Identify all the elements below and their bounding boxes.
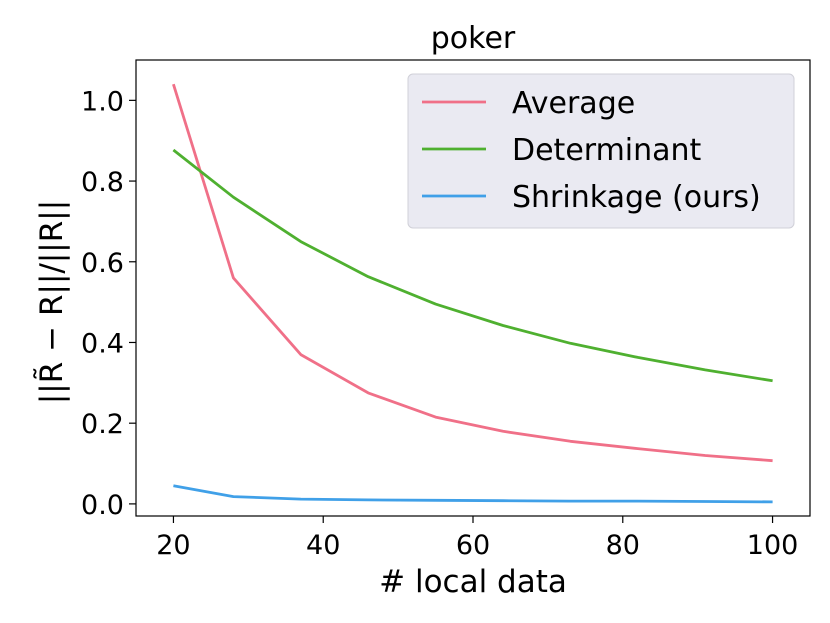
- series-line-1: [172, 148, 773, 383]
- series-line-2: [173, 484, 773, 504]
- y-tick-label: 0.8: [81, 167, 124, 198]
- x-tick-label: 80: [606, 530, 640, 561]
- legend-label-2: Shrinkage (ours): [512, 180, 761, 215]
- x-tick-label: 20: [156, 530, 190, 561]
- series-line-0: [172, 83, 773, 463]
- legend-box: [407, 73, 795, 229]
- y-tick-label: 1.0: [81, 86, 124, 117]
- x-tick-label: 60: [456, 530, 490, 561]
- y-tick-label: 0.2: [81, 409, 124, 440]
- x-tick-label: 40: [306, 530, 340, 561]
- x-axis: 20 40 60 80 100: [156, 516, 798, 561]
- legend-label-1: Determinant: [512, 133, 702, 168]
- chart-title: poker: [431, 21, 516, 56]
- x-tick-label: 100: [747, 530, 799, 561]
- y-tick-label: 0.0: [81, 490, 124, 521]
- legend-label-0: Average: [512, 86, 635, 121]
- y-axis-label: ||R̃ − R||/||R||: [34, 200, 70, 404]
- y-axis: 0.0 0.2 0.4 0.6 0.8 1.0: [81, 86, 136, 521]
- y-tick-label: 0.6: [81, 248, 124, 279]
- legend: Average Determinant Shrinkage (ours): [407, 73, 795, 229]
- y-tick-label: 0.4: [81, 328, 124, 359]
- x-axis-label: # local data: [379, 564, 567, 600]
